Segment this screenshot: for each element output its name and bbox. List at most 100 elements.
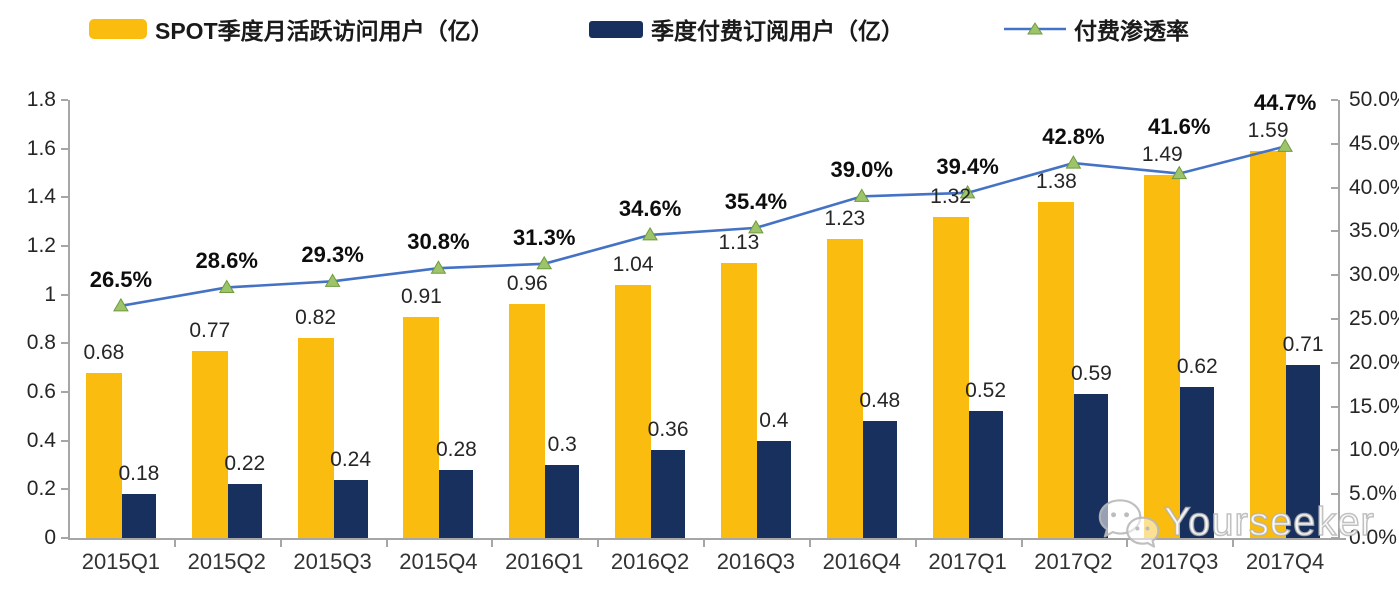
subs-value-label-2016Q2: 0.36 (647, 418, 689, 442)
right-axis-label: 20.0% (1349, 350, 1399, 374)
subs-bar-2017Q4 (1286, 365, 1321, 538)
left-axis-tick (61, 391, 68, 393)
x-axis-tick (597, 538, 600, 547)
right-axis-label: 5.0% (1349, 482, 1397, 506)
left-axis-label: 1.8 (26, 88, 56, 111)
x-axis-label-2016Q3: 2016Q3 (716, 549, 796, 574)
left-axis-tick (61, 439, 68, 442)
x-axis-label-2015Q4: 2015Q4 (399, 549, 478, 574)
subs-bar-swatch (589, 20, 643, 38)
x-axis-tick (1126, 538, 1129, 547)
subs-value-label-2016Q3: 0.4 (759, 408, 789, 432)
x-axis-tick (914, 538, 917, 547)
x-axis-tick (1020, 538, 1023, 547)
right-axis-label: 30.0% (1349, 263, 1399, 287)
right-axis-tick (1331, 186, 1338, 189)
legend-label-subs: 季度付费订阅用户（亿） (651, 18, 904, 44)
mau-bar-2016Q1 (509, 304, 546, 538)
x-axis-label-2016Q1: 2016Q1 (505, 549, 584, 574)
right-axis-line (1338, 100, 1340, 538)
right-axis-tick (1331, 230, 1338, 233)
subs-value-label-2015Q3: 0.24 (330, 447, 372, 471)
subs-bar-2017Q1 (968, 411, 1003, 538)
subs-value-label-2017Q3: 0.62 (1176, 355, 1218, 379)
left-axis-label: 0.2 (26, 477, 56, 501)
right-axis-label: 0.0% (1349, 526, 1397, 549)
penetration-label-2017Q4: 44.7% (1253, 90, 1317, 116)
left-axis-tick (61, 196, 68, 199)
subs-value-label-2017Q4: 0.71 (1282, 333, 1324, 357)
mau-value-label-2016Q3: 1.13 (718, 231, 760, 255)
penetration-marker-2016Q2 (642, 226, 658, 241)
x-axis-label-2017Q2: 2017Q2 (1034, 549, 1113, 574)
bottom-axis-line (68, 538, 1346, 540)
subs-bar-2015Q2 (227, 484, 262, 538)
penetration-marker-2016Q4 (853, 188, 870, 202)
left-axis-label: 0.6 (26, 380, 56, 403)
left-axis-tick (61, 99, 68, 101)
subs-bar-2016Q1 (545, 465, 580, 538)
subs-value-label-2015Q4: 0.28 (435, 437, 477, 461)
mau-bar-2016Q3 (720, 263, 757, 538)
mau-bar-2015Q4 (403, 316, 440, 538)
left-axis-line (68, 100, 70, 538)
x-axis-label-2015Q1: 2015Q1 (81, 549, 161, 574)
right-axis-tick (1331, 99, 1338, 101)
subs-bar-2016Q4 (862, 421, 897, 538)
subs-bar-2016Q3 (756, 440, 791, 538)
penetration-marker-2016Q1 (536, 255, 553, 270)
left-axis-tick (61, 293, 68, 296)
subs-value-label-2017Q1: 0.52 (965, 379, 1007, 403)
penetration-label-2017Q2: 42.8% (1042, 124, 1105, 150)
x-axis-label-2016Q2: 2016Q2 (610, 549, 690, 574)
subs-bar-2015Q4 (439, 469, 474, 538)
left-axis-label: 0.4 (26, 428, 56, 452)
penetration-marker-2015Q3 (324, 273, 341, 287)
x-axis-label-2017Q3: 2017Q3 (1140, 549, 1219, 574)
right-axis-label: 40.0% (1349, 175, 1399, 199)
mau-value-label-2017Q2: 1.38 (1035, 170, 1077, 194)
legend-label-penetration: 付费渗透率 (1074, 18, 1189, 44)
x-axis-tick (1232, 538, 1235, 547)
subs-bar-2016Q2 (651, 450, 686, 538)
penetration-marker-2015Q1 (113, 297, 129, 312)
mau-value-label-2015Q1: 0.68 (83, 340, 125, 364)
mau-bar-2015Q1 (85, 372, 122, 538)
right-axis-label: 25.0% (1349, 307, 1399, 330)
penetration-marker-2015Q2 (218, 279, 235, 293)
left-axis-label: 1 (44, 282, 56, 306)
legend-label-mau: SPOT季度月活跃访问用户（亿） (155, 18, 494, 44)
x-axis-tick (385, 538, 388, 547)
x-axis-tick (491, 538, 494, 547)
x-axis-label-2015Q3: 2015Q3 (293, 549, 372, 574)
penetration-line-swatch (1004, 20, 1066, 38)
subs-value-label-2016Q1: 0.3 (547, 433, 577, 456)
mau-bar-swatch (89, 19, 147, 39)
right-axis-label: 35.0% (1349, 219, 1399, 243)
subs-bar-2015Q1 (121, 494, 156, 538)
left-axis-tick (61, 342, 68, 345)
mau-bar-2015Q2 (191, 350, 228, 538)
right-axis-label: 15.0% (1349, 394, 1399, 418)
left-axis-tick (61, 537, 68, 539)
subs-bar-2017Q2 (1074, 394, 1109, 538)
subs-value-label-2015Q1: 0.18 (118, 462, 160, 486)
mau-value-label-2015Q2: 0.77 (189, 318, 231, 342)
right-axis-tick (1331, 449, 1338, 452)
legend-item-penetration: 付费渗透率 (1004, 14, 1189, 44)
subs-value-label-2016Q4: 0.48 (859, 389, 901, 413)
right-axis-tick (1331, 142, 1338, 145)
right-axis-tick (1331, 318, 1338, 320)
left-axis-label: 1.2 (26, 234, 56, 257)
subs-bar-2015Q3 (333, 479, 368, 538)
left-axis-label: 1.6 (26, 136, 56, 160)
right-axis-tick (1331, 537, 1338, 539)
left-axis-label: 0.8 (26, 331, 56, 355)
x-axis-label-2017Q4: 2017Q4 (1245, 549, 1325, 574)
penetration-label-2017Q3: 41.6% (1148, 114, 1211, 140)
left-axis-tick (61, 147, 68, 150)
mau-value-label-2017Q3: 1.49 (1141, 143, 1183, 167)
mau-value-label-2015Q3: 0.82 (295, 306, 337, 330)
subs-value-label-2015Q2: 0.22 (224, 452, 266, 476)
